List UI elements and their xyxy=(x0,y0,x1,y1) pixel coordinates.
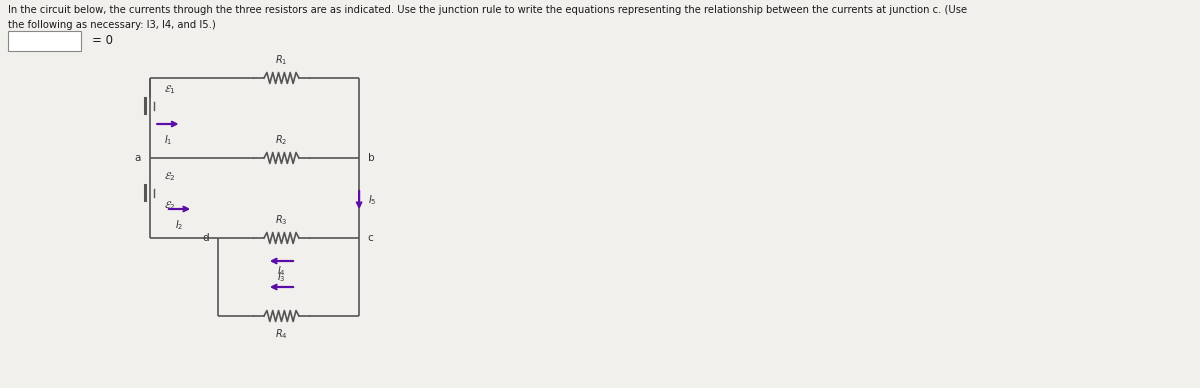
Text: the following as necessary: I3, I4, and I5.): the following as necessary: I3, I4, and … xyxy=(7,20,216,30)
Text: $R_4$: $R_4$ xyxy=(275,327,288,341)
Text: $I_4$: $I_4$ xyxy=(277,264,286,278)
Text: d: d xyxy=(202,233,209,243)
Text: a: a xyxy=(134,153,140,163)
Text: c: c xyxy=(368,233,373,243)
Text: $I_1$: $I_1$ xyxy=(163,133,172,147)
Text: b: b xyxy=(368,153,374,163)
Text: $\mathcal{E}_2$: $\mathcal{E}_2$ xyxy=(164,170,175,183)
Text: $\mathcal{E}_2$: $\mathcal{E}_2$ xyxy=(164,199,175,212)
Text: = 0: = 0 xyxy=(92,35,113,47)
Text: $I_5$: $I_5$ xyxy=(368,193,377,207)
Text: $I_2$: $I_2$ xyxy=(175,218,184,232)
Text: $R_3$: $R_3$ xyxy=(275,213,288,227)
Text: $R_1$: $R_1$ xyxy=(275,53,288,67)
Text: $I_3$: $I_3$ xyxy=(277,270,286,284)
Text: In the circuit below, the currents through the three resistors are as indicated.: In the circuit below, the currents throu… xyxy=(7,5,967,15)
Text: $\mathcal{E}_1$: $\mathcal{E}_1$ xyxy=(164,83,176,96)
FancyBboxPatch shape xyxy=(7,31,80,51)
Text: $R_2$: $R_2$ xyxy=(275,133,288,147)
